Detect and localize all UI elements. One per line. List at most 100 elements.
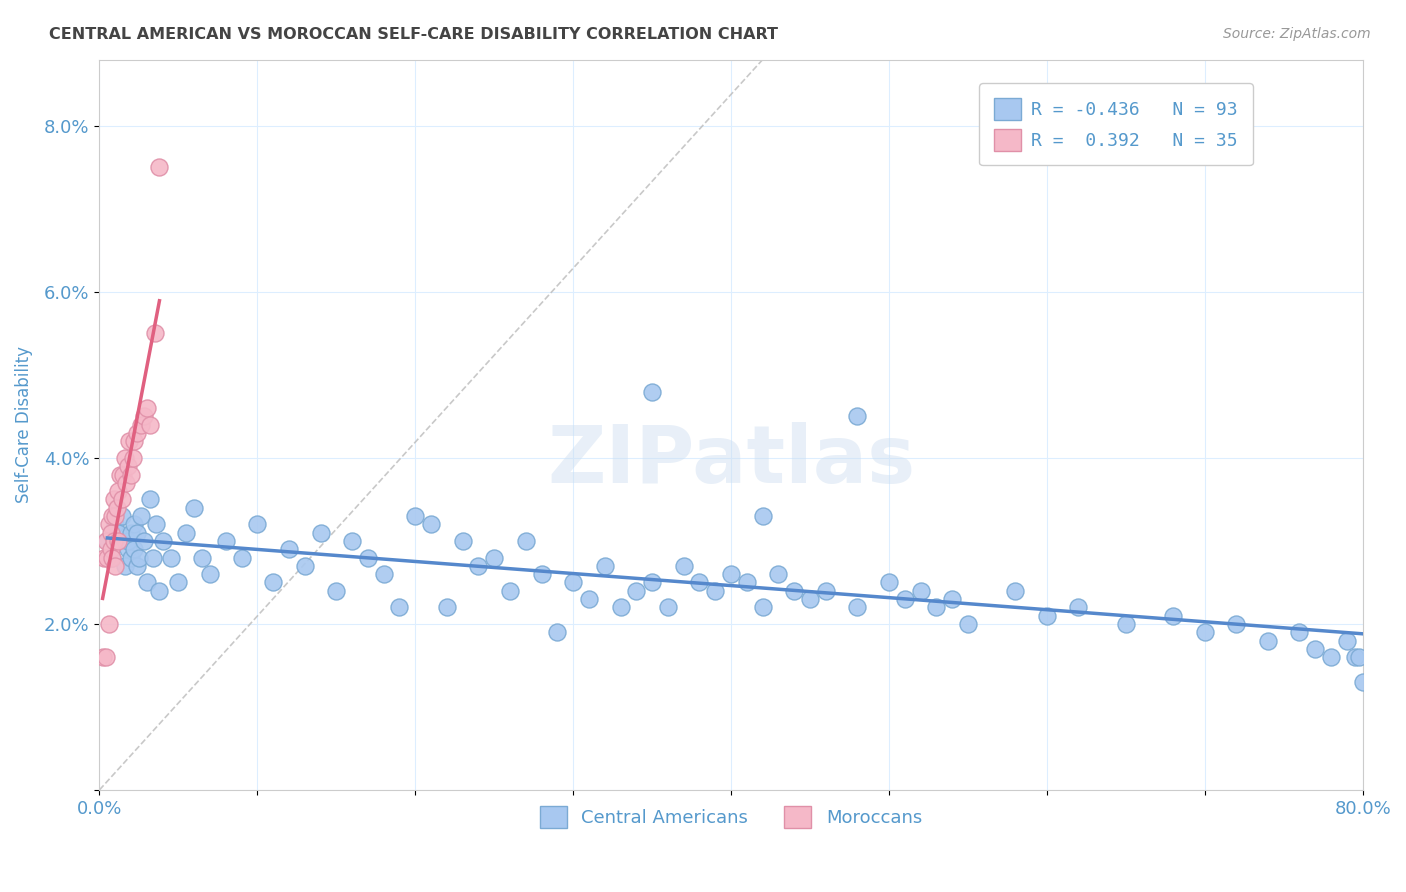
Point: [117, 459, 139, 474]
Point: [107, 484, 129, 499]
Point: [562, 575, 585, 590]
Point: [515, 533, 537, 548]
Point: [97, 517, 120, 532]
Point: [404, 509, 426, 524]
Point: [176, 525, 198, 540]
Point: [735, 575, 758, 590]
Point: [846, 600, 869, 615]
Point: [122, 542, 145, 557]
Point: [846, 409, 869, 424]
Point: [1336, 633, 1358, 648]
Text: ZIPatlas: ZIPatlas: [547, 422, 915, 500]
Point: [93, 550, 115, 565]
Point: [1351, 675, 1374, 690]
Point: [191, 550, 214, 565]
Point: [96, 550, 118, 565]
Point: [814, 583, 837, 598]
Point: [1161, 608, 1184, 623]
Point: [152, 533, 174, 548]
Point: [110, 492, 132, 507]
Point: [118, 434, 141, 449]
Point: [751, 600, 773, 615]
Point: [1225, 616, 1247, 631]
Legend: Central Americans, Moroccans: Central Americans, Moroccans: [533, 799, 929, 836]
Point: [132, 409, 155, 424]
Point: [148, 161, 170, 175]
Point: [104, 509, 127, 524]
Point: [100, 542, 122, 557]
Point: [142, 550, 165, 565]
Point: [1344, 650, 1367, 665]
Point: [103, 533, 125, 548]
Point: [925, 600, 948, 615]
Point: [593, 558, 616, 573]
Point: [104, 558, 127, 573]
Point: [94, 650, 117, 665]
Point: [294, 558, 316, 573]
Point: [357, 550, 380, 565]
Point: [127, 425, 149, 440]
Point: [97, 616, 120, 631]
Point: [128, 550, 150, 565]
Point: [641, 575, 664, 590]
Point: [145, 517, 167, 532]
Point: [420, 517, 443, 532]
Y-axis label: Self-Care Disability: Self-Care Disability: [15, 346, 32, 503]
Point: [105, 500, 128, 515]
Point: [482, 550, 505, 565]
Point: [1194, 625, 1216, 640]
Point: [467, 558, 489, 573]
Point: [120, 525, 142, 540]
Point: [143, 326, 166, 341]
Point: [139, 492, 162, 507]
Point: [278, 542, 301, 557]
Point: [1036, 608, 1059, 623]
Point: [139, 417, 162, 432]
Point: [1067, 600, 1090, 615]
Point: [132, 533, 155, 548]
Point: [117, 542, 139, 557]
Point: [127, 525, 149, 540]
Point: [231, 550, 253, 565]
Text: Source: ZipAtlas.com: Source: ZipAtlas.com: [1223, 27, 1371, 41]
Point: [101, 550, 124, 565]
Point: [1348, 650, 1371, 665]
Point: [135, 401, 157, 416]
Point: [103, 492, 125, 507]
Point: [768, 567, 790, 582]
Point: [530, 567, 553, 582]
Point: [546, 625, 568, 640]
Point: [1320, 650, 1343, 665]
Point: [198, 567, 221, 582]
Point: [104, 517, 127, 532]
Point: [122, 517, 145, 532]
Point: [1288, 625, 1310, 640]
Point: [783, 583, 806, 598]
Point: [704, 583, 727, 598]
Point: [436, 600, 458, 615]
Point: [388, 600, 411, 615]
Point: [499, 583, 522, 598]
Point: [183, 500, 205, 515]
Point: [910, 583, 932, 598]
Point: [720, 567, 742, 582]
Point: [956, 616, 979, 631]
Point: [110, 509, 132, 524]
Point: [135, 575, 157, 590]
Point: [373, 567, 395, 582]
Point: [309, 525, 332, 540]
Point: [167, 575, 190, 590]
Point: [641, 384, 664, 399]
Text: CENTRAL AMERICAN VS MOROCCAN SELF-CARE DISABILITY CORRELATION CHART: CENTRAL AMERICAN VS MOROCCAN SELF-CARE D…: [49, 27, 778, 42]
Point: [609, 600, 631, 615]
Point: [246, 517, 269, 532]
Point: [112, 467, 135, 482]
Point: [114, 558, 136, 573]
Point: [94, 533, 117, 548]
Point: [1004, 583, 1026, 598]
Point: [1257, 633, 1279, 648]
Point: [1303, 641, 1326, 656]
Point: [117, 533, 139, 548]
Point: [120, 467, 142, 482]
Point: [101, 550, 124, 565]
